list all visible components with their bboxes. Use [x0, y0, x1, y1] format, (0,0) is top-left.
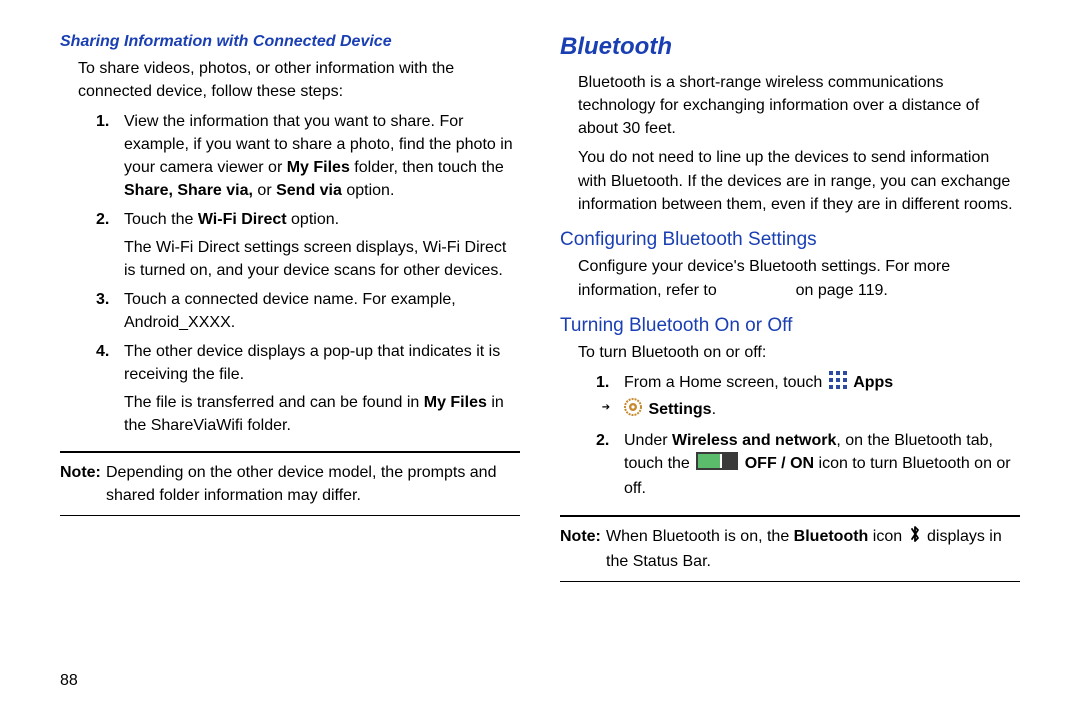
wireless-network-bold: Wireless and network	[672, 432, 836, 449]
right-step-1-sub: ➔ Settings.	[590, 398, 1020, 423]
text: Configure your device's Bluetooth settin…	[578, 258, 950, 298]
step-body: Under Wireless and network, on the Bluet…	[624, 429, 1020, 501]
sharing-heading: Sharing Information with Connected Devic…	[60, 30, 520, 53]
left-step-1: 1. View the information that you want to…	[60, 110, 520, 203]
wifi-direct-bold: Wi-Fi Direct	[198, 211, 287, 228]
right-step-2: 2. Under Wireless and network, on the Bl…	[560, 429, 1020, 501]
left-step-3: 3. Touch a connected device name. For ex…	[60, 288, 520, 334]
right-column: Bluetooth Bluetooth is a short-range wir…	[540, 30, 1040, 700]
text: When Bluetooth is on, the	[606, 528, 794, 545]
text: displays in	[927, 528, 1002, 545]
left-step-2: 2. Touch the Wi-Fi Direct option.	[60, 208, 520, 231]
step-body: The other device displays a pop-up that …	[124, 340, 520, 386]
text: folder, then touch the	[350, 159, 504, 176]
text: option.	[342, 182, 394, 199]
note-divider-top	[560, 515, 1020, 517]
step-body: View the information that you want to sh…	[124, 110, 520, 203]
step-number: 3.	[96, 288, 118, 334]
bt-para-2: You do not need to line up the devices t…	[578, 146, 1020, 216]
text: Touch the	[124, 211, 198, 228]
step-number: 1.	[596, 371, 618, 396]
arrow-bullet: ➔	[590, 398, 622, 423]
bt-para-1: Bluetooth is a short-range wireless comm…	[578, 71, 1020, 141]
settings-gear-icon	[624, 398, 642, 423]
off-on-toggle-icon	[696, 452, 738, 477]
bluetooth-icon	[909, 525, 921, 550]
note-divider-top	[60, 451, 520, 453]
left-column: Sharing Information with Connected Devic…	[40, 30, 540, 700]
text: option.	[287, 211, 339, 228]
note-body-line1: When Bluetooth is on, the Bluetooth icon…	[606, 525, 1020, 550]
turn-intro: To turn Bluetooth on or off:	[578, 341, 1020, 364]
text: Under	[624, 432, 672, 449]
manual-page: Sharing Information with Connected Devic…	[0, 0, 1080, 720]
note-body-line2: shared folder information may differ.	[106, 484, 520, 507]
step-body: Touch the Wi-Fi Direct option.	[124, 208, 520, 231]
config-text: Configure your device's Bluetooth settin…	[578, 255, 1020, 301]
step-number: 2.	[596, 429, 618, 501]
my-files-bold: My Files	[287, 159, 350, 176]
step-body: From a Home screen, touch Apps	[624, 371, 1020, 396]
settings-bold: Settings	[648, 401, 711, 418]
right-step-1: 1. From a Home screen, touch Apps	[560, 371, 1020, 396]
apps-grid-icon	[829, 371, 847, 396]
left-step-4-sub: The file is transferred and can be found…	[124, 391, 520, 437]
text: .	[712, 401, 716, 418]
note-body-line1: Depending on the other device model, the…	[106, 461, 520, 484]
off-on-bold: OFF / ON	[745, 455, 814, 472]
text: on page 119.	[796, 282, 888, 299]
text: The file is transferred and can be found…	[124, 394, 424, 411]
note-divider-bottom	[560, 581, 1020, 582]
note-body-line2: the Status Bar.	[606, 550, 1020, 573]
apps-bold: Apps	[853, 374, 893, 391]
page-number: 88	[60, 672, 78, 690]
bluetooth-heading: Bluetooth	[560, 30, 1020, 65]
step-number: 2.	[96, 208, 118, 231]
note-label: Note:	[560, 525, 604, 550]
turn-heading: Turning Bluetooth On or Off	[560, 312, 1020, 340]
note-label: Note:	[60, 461, 104, 484]
text: icon	[868, 528, 906, 545]
text: From a Home screen, touch	[624, 374, 827, 391]
step-number: 1.	[96, 110, 118, 203]
right-note: Note: When Bluetooth is on, the Bluetoot…	[560, 525, 1020, 550]
share-via-bold: Share, Share via,	[124, 182, 253, 199]
my-files-bold: My Files	[424, 394, 487, 411]
config-heading: Configuring Bluetooth Settings	[560, 226, 1020, 254]
text: or	[253, 182, 276, 199]
left-step-2-sub: The Wi-Fi Direct settings screen display…	[124, 236, 520, 282]
sharing-intro: To share videos, photos, or other inform…	[78, 57, 520, 103]
left-step-4: 4. The other device displays a pop-up th…	[60, 340, 520, 386]
note-divider-bottom	[60, 515, 520, 516]
step-body: Touch a connected device name. For examp…	[124, 288, 520, 334]
send-via-bold: Send via	[276, 182, 342, 199]
sub-body: Settings.	[622, 398, 716, 423]
step-number: 4.	[96, 340, 118, 386]
left-note: Note: Depending on the other device mode…	[60, 461, 520, 484]
bluetooth-bold: Bluetooth	[794, 528, 869, 545]
